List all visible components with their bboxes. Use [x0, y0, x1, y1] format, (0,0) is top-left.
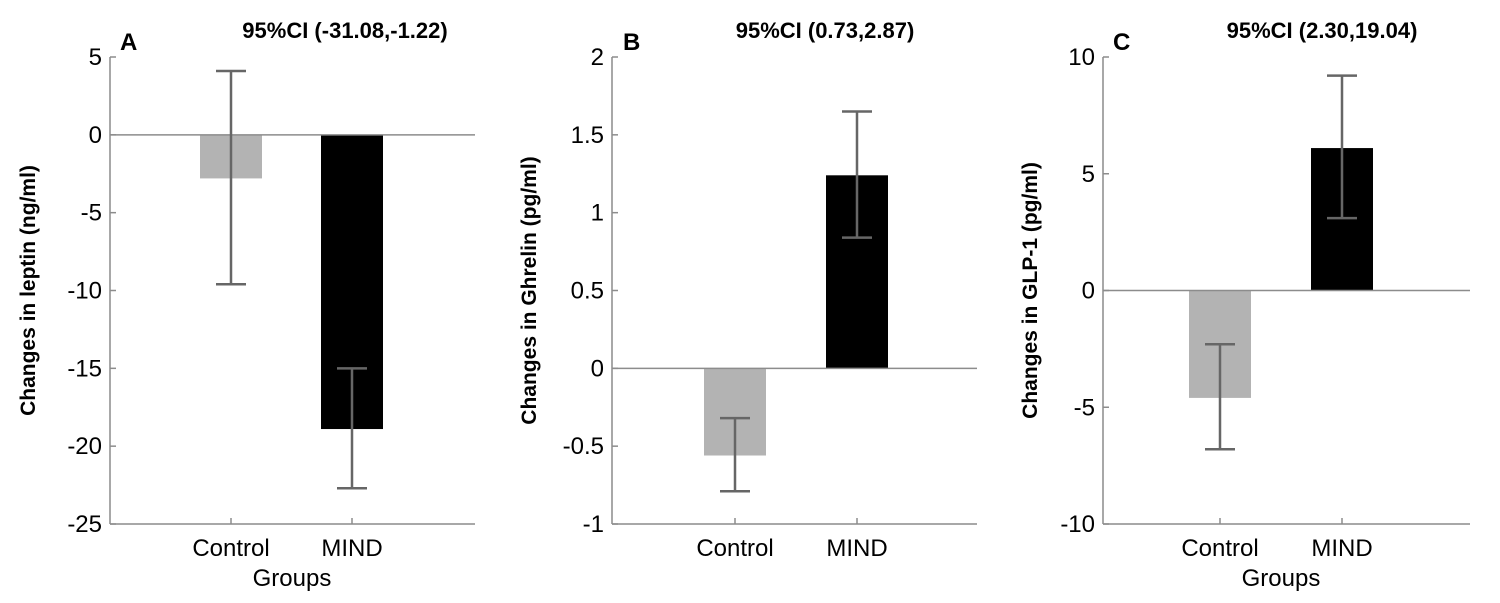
y-tick-label: 1.5	[571, 122, 604, 149]
panel-letter: B	[623, 29, 640, 56]
y-tick-label: 5	[1082, 161, 1095, 188]
chart-panel-c: 10 5 0 -5 -10 Control MIND Groups Changes in GLP…	[1019, 18, 1470, 592]
chart-panel-a: 5 0 -5 -10 -15 -20 -25 Control MIND Groups Changes…	[17, 18, 475, 592]
y-axis-label: Changes in leptin (ng/ml)	[17, 165, 40, 416]
chart-panel-b: 2 1.5 1 0.5 0 -0.5 -1 Control MIND Changes in Ghr…	[518, 18, 977, 562]
y-tick-label: 0	[1082, 278, 1095, 305]
y-tick-label: -15	[67, 355, 102, 382]
y-tick-label: 0	[89, 122, 102, 149]
x-axis-label: Groups	[253, 565, 332, 592]
error-bar-mind	[842, 110, 872, 239]
y-tick-label: -10	[1060, 511, 1095, 538]
y-tick-label: 0	[591, 355, 604, 382]
y-axis-label: Changes in GLP-1 (pg/ml)	[1019, 162, 1042, 419]
error-bar-control	[216, 69, 246, 286]
error-bar-control	[720, 416, 750, 493]
y-axis-label: Changes in Ghrelin (pg/ml)	[518, 156, 541, 424]
x-category-label: Control	[1181, 535, 1258, 562]
chart-title: 95%CI (2.30,19.04)	[1227, 18, 1418, 43]
y-tick-label: 1	[591, 200, 604, 227]
y-tick-label: 5	[89, 44, 102, 71]
error-bar-control	[1205, 342, 1235, 451]
x-category-label: Control	[192, 535, 269, 562]
chart-title: 95%CI (-31.08,-1.22)	[242, 18, 447, 43]
y-tick-label: -0.5	[563, 433, 604, 460]
y-tick-label: 10	[1068, 44, 1095, 71]
y-tick-label: -10	[67, 278, 102, 305]
x-category-label: Control	[696, 535, 773, 562]
y-tick-label: 2	[591, 44, 604, 71]
x-category-label: MIND	[826, 535, 887, 562]
y-tick-label: -1	[583, 511, 604, 538]
error-bar-mind	[1327, 74, 1357, 220]
y-tick-label: 0.5	[571, 278, 604, 305]
y-tick-label: -20	[67, 433, 102, 460]
y-tick-label: -5	[1074, 394, 1095, 421]
error-bar-mind	[337, 367, 367, 490]
chart-title: 95%CI (0.73,2.87)	[736, 18, 915, 43]
y-tick-label: -25	[67, 511, 102, 538]
y-tick-label: -5	[81, 200, 102, 227]
x-category-label: MIND	[321, 535, 382, 562]
panel-letter: A	[120, 29, 137, 56]
x-axis-label: Groups	[1242, 565, 1321, 592]
x-category-label: MIND	[1311, 535, 1372, 562]
panel-letter: C	[1113, 29, 1130, 56]
